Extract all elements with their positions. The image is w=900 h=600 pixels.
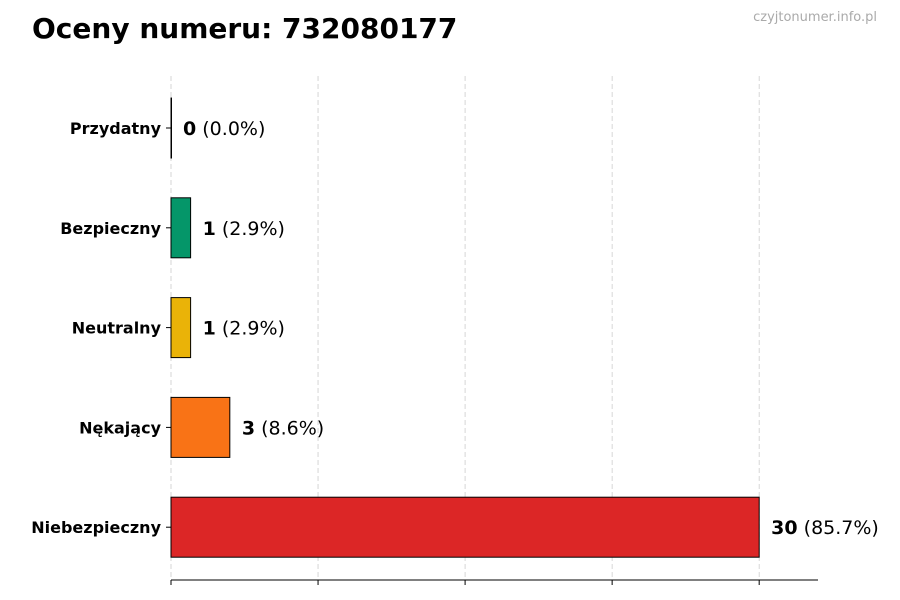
bar-2	[170, 297, 192, 359]
data-label-value: 3	[242, 417, 255, 439]
bar-1	[170, 197, 192, 259]
data-label-value: 30	[771, 517, 797, 539]
category-label-4: Niebezpieczny	[31, 518, 161, 537]
data-label-percent: (2.9%)	[216, 318, 285, 340]
data-label-percent: (85.7%)	[798, 517, 879, 539]
data-label-2: 1 (2.9%)	[203, 318, 285, 340]
data-label-value: 1	[203, 318, 216, 340]
data-label-0: 0 (0.0%)	[183, 118, 265, 140]
category-label-1: Bezpieczny	[60, 219, 161, 238]
data-label-1: 1 (2.9%)	[203, 218, 285, 240]
watermark: czyjtonumer.info.pl	[753, 10, 877, 25]
category-label-2: Neutralny	[72, 319, 162, 338]
data-label-percent: (8.6%)	[255, 417, 324, 439]
data-label-value: 1	[203, 218, 216, 240]
data-label-value: 0	[183, 118, 196, 140]
data-label-percent: (2.9%)	[216, 218, 285, 240]
category-label-0: Przydatny	[70, 119, 162, 138]
bar-4	[170, 496, 760, 558]
data-label-4: 30 (85.7%)	[771, 517, 879, 539]
data-label-percent: (0.0%)	[196, 118, 265, 140]
data-label-3: 3 (8.6%)	[242, 417, 324, 439]
chart-title: Oceny numeru: 732080177	[32, 12, 458, 45]
bar-3	[170, 396, 231, 458]
bar-0	[170, 97, 172, 159]
category-label-3: Nękający	[79, 418, 161, 437]
